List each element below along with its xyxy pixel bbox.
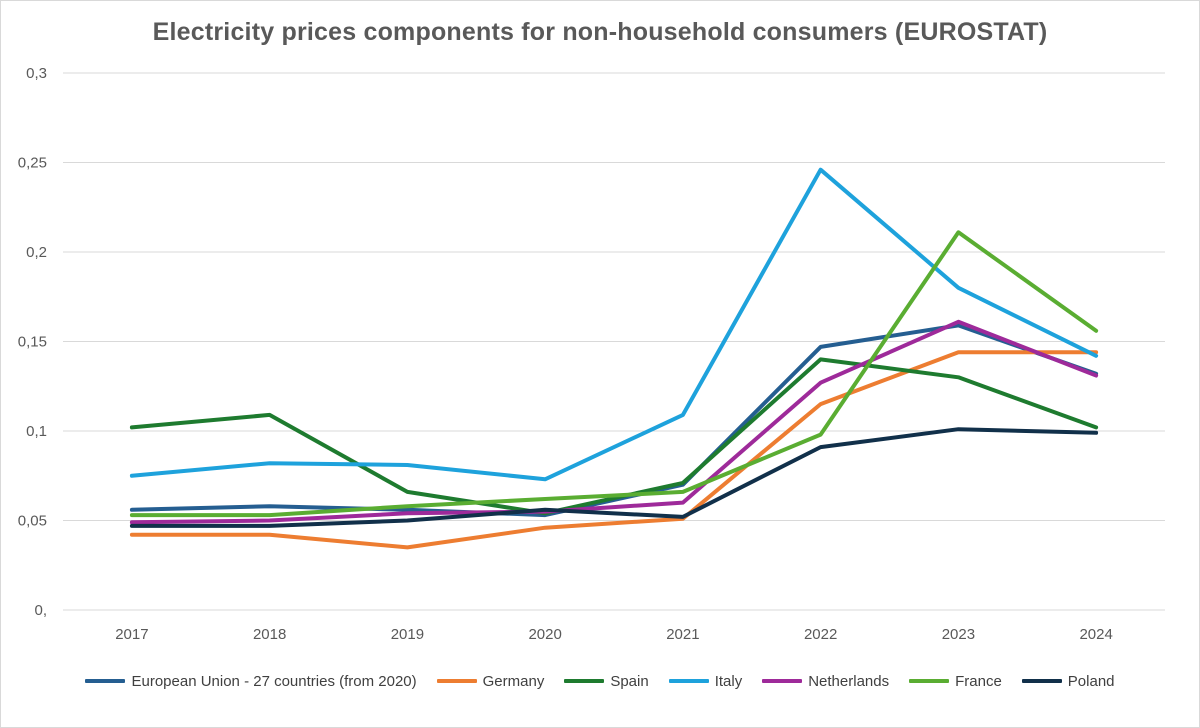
legend-label: European Union - 27 countries (from 2020…	[131, 672, 417, 690]
series-line-netherlands	[129, 319, 1099, 525]
x-tick-label: 2023	[942, 626, 975, 643]
legend-label: Netherlands	[808, 672, 890, 690]
legend-swatch	[762, 679, 803, 683]
x-tick-label: 2019	[391, 626, 424, 643]
legend-label: France	[955, 672, 1002, 690]
y-tick-label: 0,15	[18, 334, 47, 351]
legend-label: Poland	[1067, 672, 1115, 690]
x-tick-label: 2022	[804, 626, 837, 643]
y-tick-label: 0,	[34, 602, 47, 619]
y-tick-label: 0,2	[26, 244, 47, 261]
x-tick-label: 2021	[666, 626, 699, 643]
series-line-poland	[129, 427, 1099, 528]
y-tick-label: 0,05	[18, 513, 47, 530]
x-tick-label: 2018	[253, 626, 286, 643]
y-tick-label: 0,3	[26, 65, 47, 82]
legend-item: Netherlands	[762, 673, 889, 690]
legend-swatch	[436, 679, 477, 683]
legend-label: Italy	[714, 672, 743, 690]
x-tick-label: 2017	[115, 626, 148, 643]
legend-label: Spain	[610, 672, 649, 690]
y-tick-label: 0,1	[26, 423, 47, 440]
legend-swatch	[564, 679, 605, 683]
x-tick-label: 2024	[1079, 626, 1112, 643]
x-tick-label: 2020	[528, 626, 561, 643]
legend-item: France	[909, 673, 1002, 690]
legend-item: European Union - 27 countries (from 2020…	[85, 672, 417, 690]
y-tick-label: 0,25	[18, 155, 47, 172]
x-axis-ticks: 2017 2018 2019 2020 2021 2022 2023 2024	[115, 626, 1113, 643]
legend-swatch	[85, 679, 126, 683]
legend-item: Germany	[436, 672, 545, 690]
series-line-germany	[129, 350, 1099, 550]
legend: European Union - 27 countries (from 2020…	[0, 670, 1200, 692]
series-line-spain	[129, 357, 1099, 516]
legend-item: Italy	[668, 672, 743, 690]
legend-label: Germany	[482, 672, 545, 690]
series-line-france	[129, 230, 1099, 518]
series-lines	[129, 167, 1099, 550]
legend-item: Poland	[1021, 672, 1115, 690]
legend-swatch	[668, 679, 709, 683]
y-axis-ticks: 0, 0,05 0,1 0,15 0,2 0,25 0,3	[18, 65, 47, 619]
legend-item: Spain	[564, 672, 649, 690]
legend-swatch	[1021, 679, 1062, 683]
chart-title: Electricity prices components for non-ho…	[152, 18, 1048, 46]
legend-swatch	[909, 679, 950, 683]
